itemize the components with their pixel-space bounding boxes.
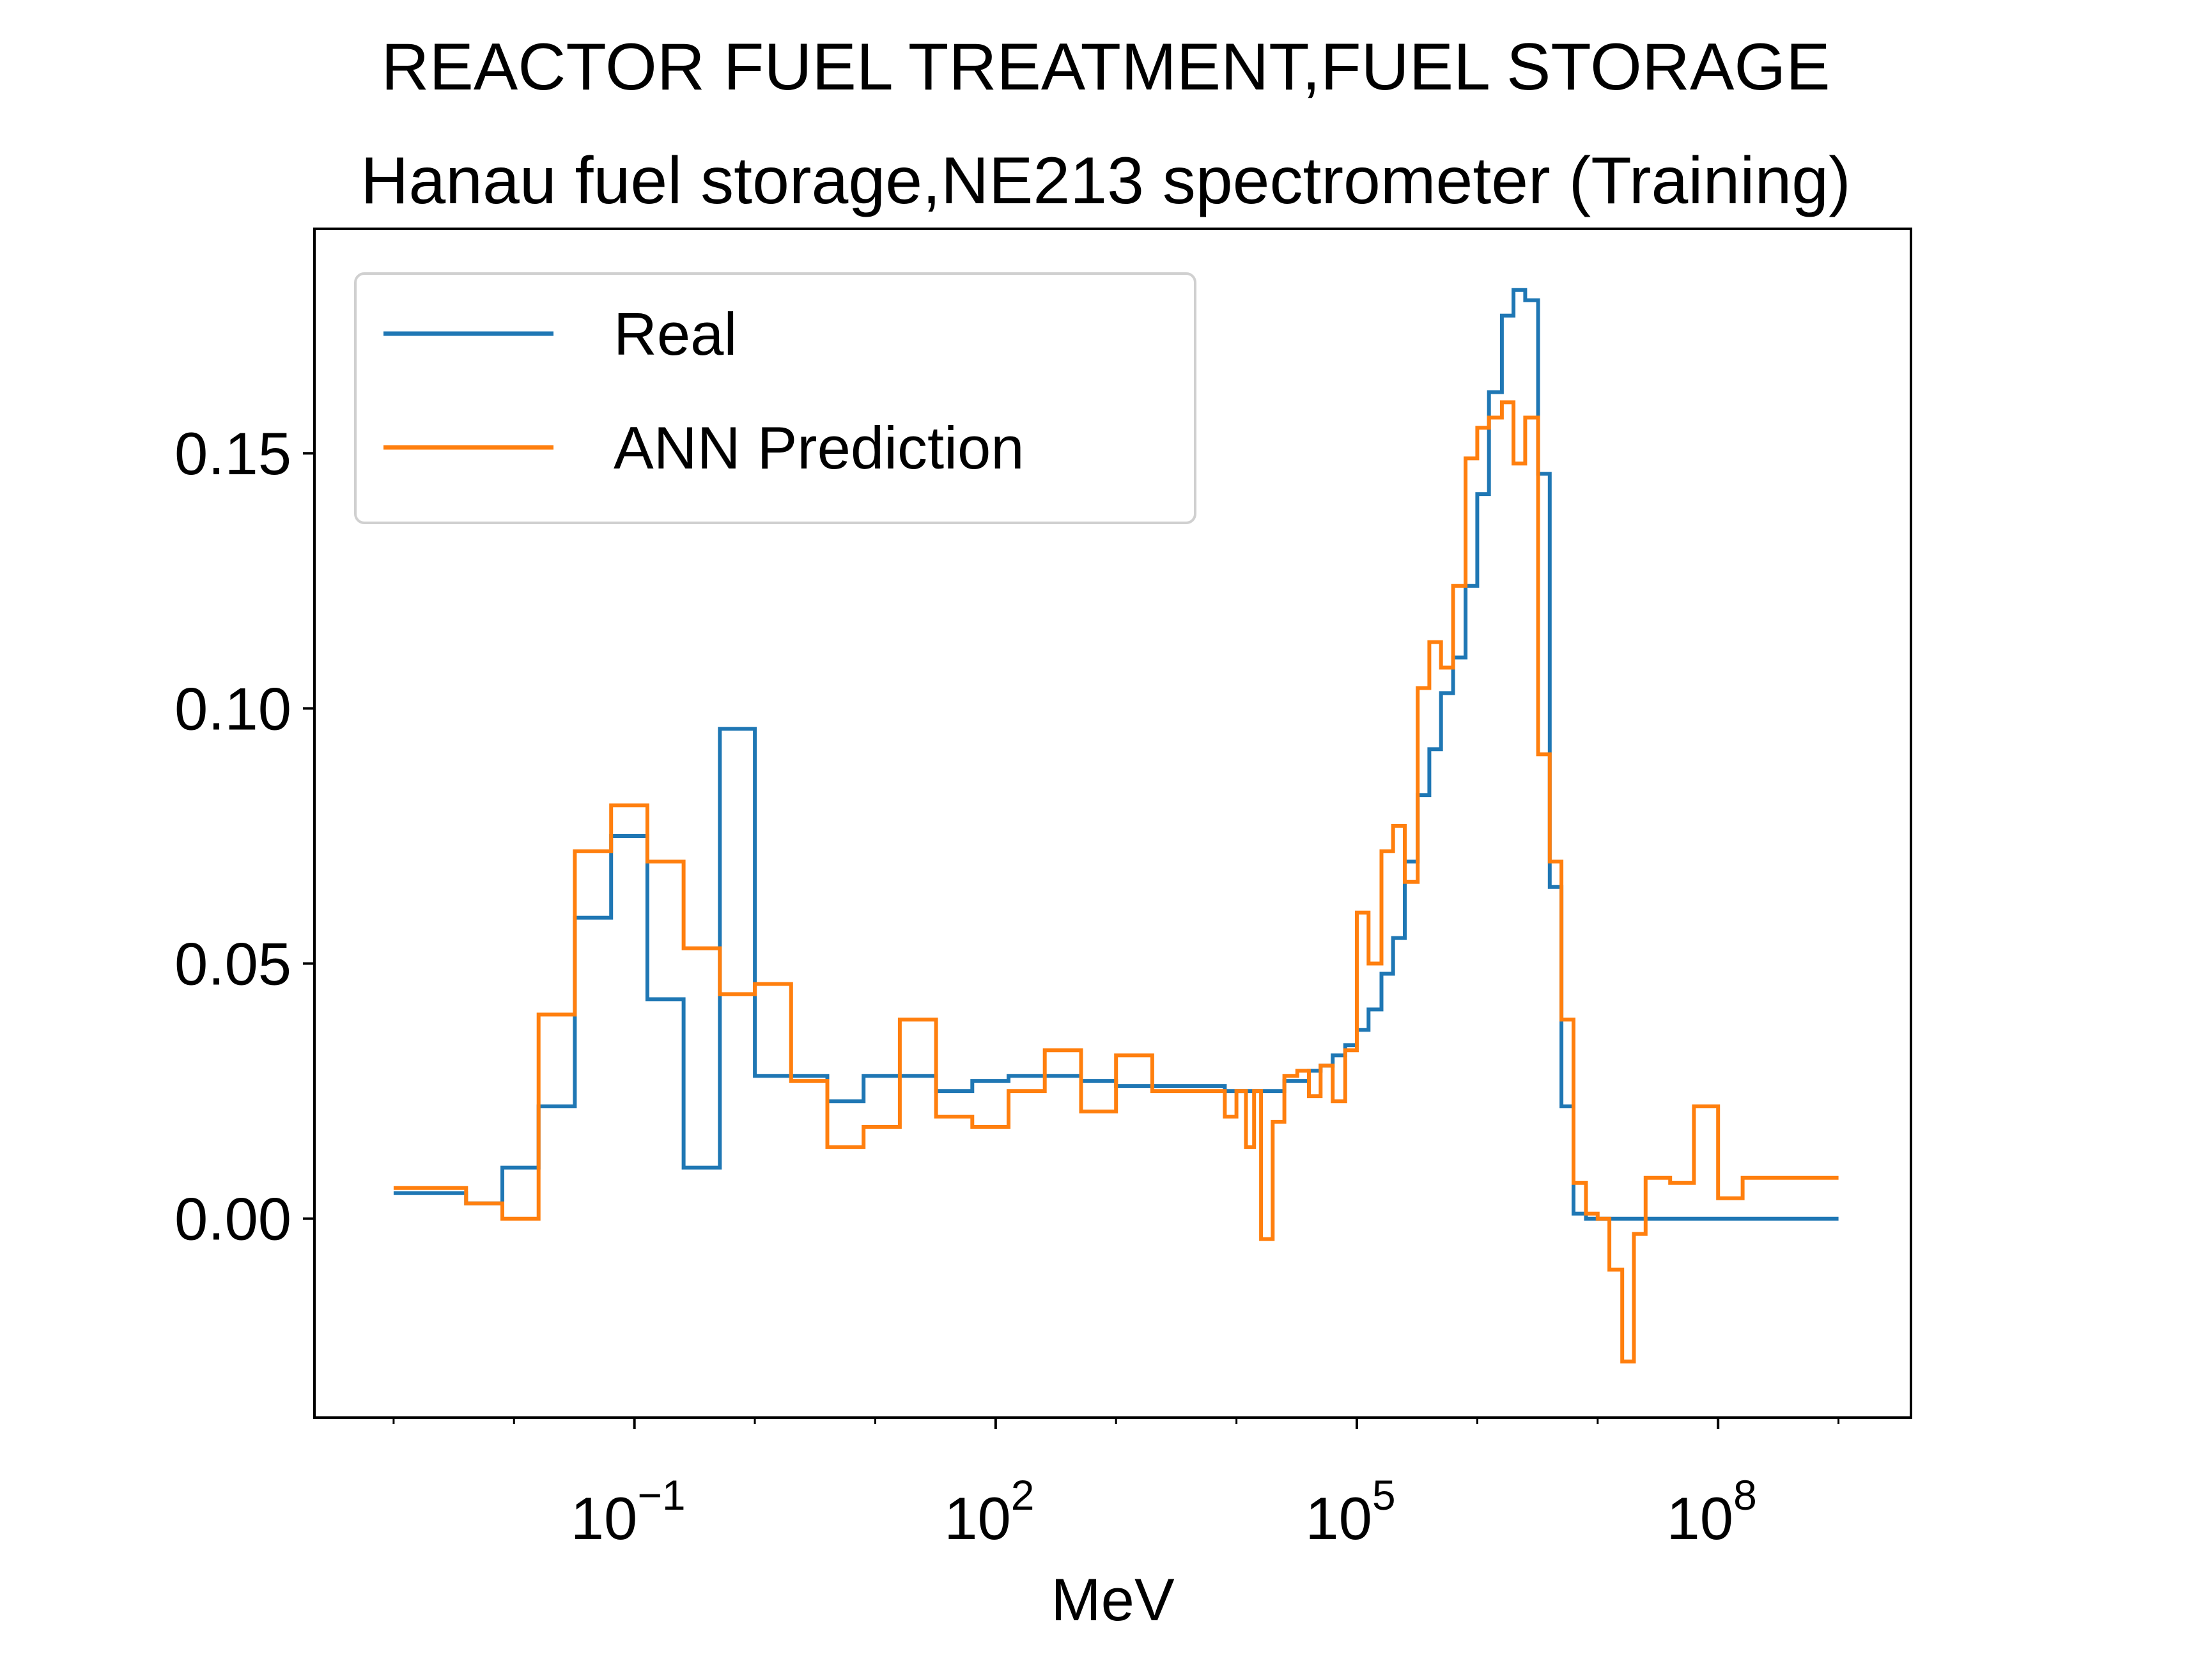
y-tick-label: 0.05 [174, 931, 291, 998]
x-axis-label: MeV [1051, 1566, 1175, 1633]
chart-title: REACTOR FUEL TREATMENT,FUEL STORAGE [381, 30, 1830, 104]
series-line-ann-prediction [393, 400, 1839, 1364]
legend-box [354, 272, 1196, 524]
x-tick-label: 102 [944, 1471, 1034, 1552]
legend: Real ANN Prediction [354, 272, 1196, 524]
chart-subtitle: Hanau fuel storage,NE213 spectrometer (T… [360, 144, 1851, 218]
series-line-real [393, 288, 1839, 1221]
plot-frame [313, 228, 1912, 1419]
legend-label-real: Real [614, 300, 737, 368]
x-tick-label: 10−1 [571, 1471, 686, 1552]
x-tick-label: 108 [1667, 1471, 1757, 1552]
y-tick-label: 0.15 [174, 420, 291, 487]
series-layer [393, 288, 1839, 1364]
legend-label-ann-prediction: ANN Prediction [614, 414, 1025, 481]
y-tick-label: 0.00 [174, 1186, 291, 1253]
y-tick-label: 0.10 [174, 675, 291, 742]
x-tick-label: 105 [1305, 1471, 1395, 1552]
y-axis: 0.00 0.05 0.10 0.15 [174, 420, 314, 1253]
x-axis: 10−1 102 105 108 [392, 1418, 1840, 1552]
